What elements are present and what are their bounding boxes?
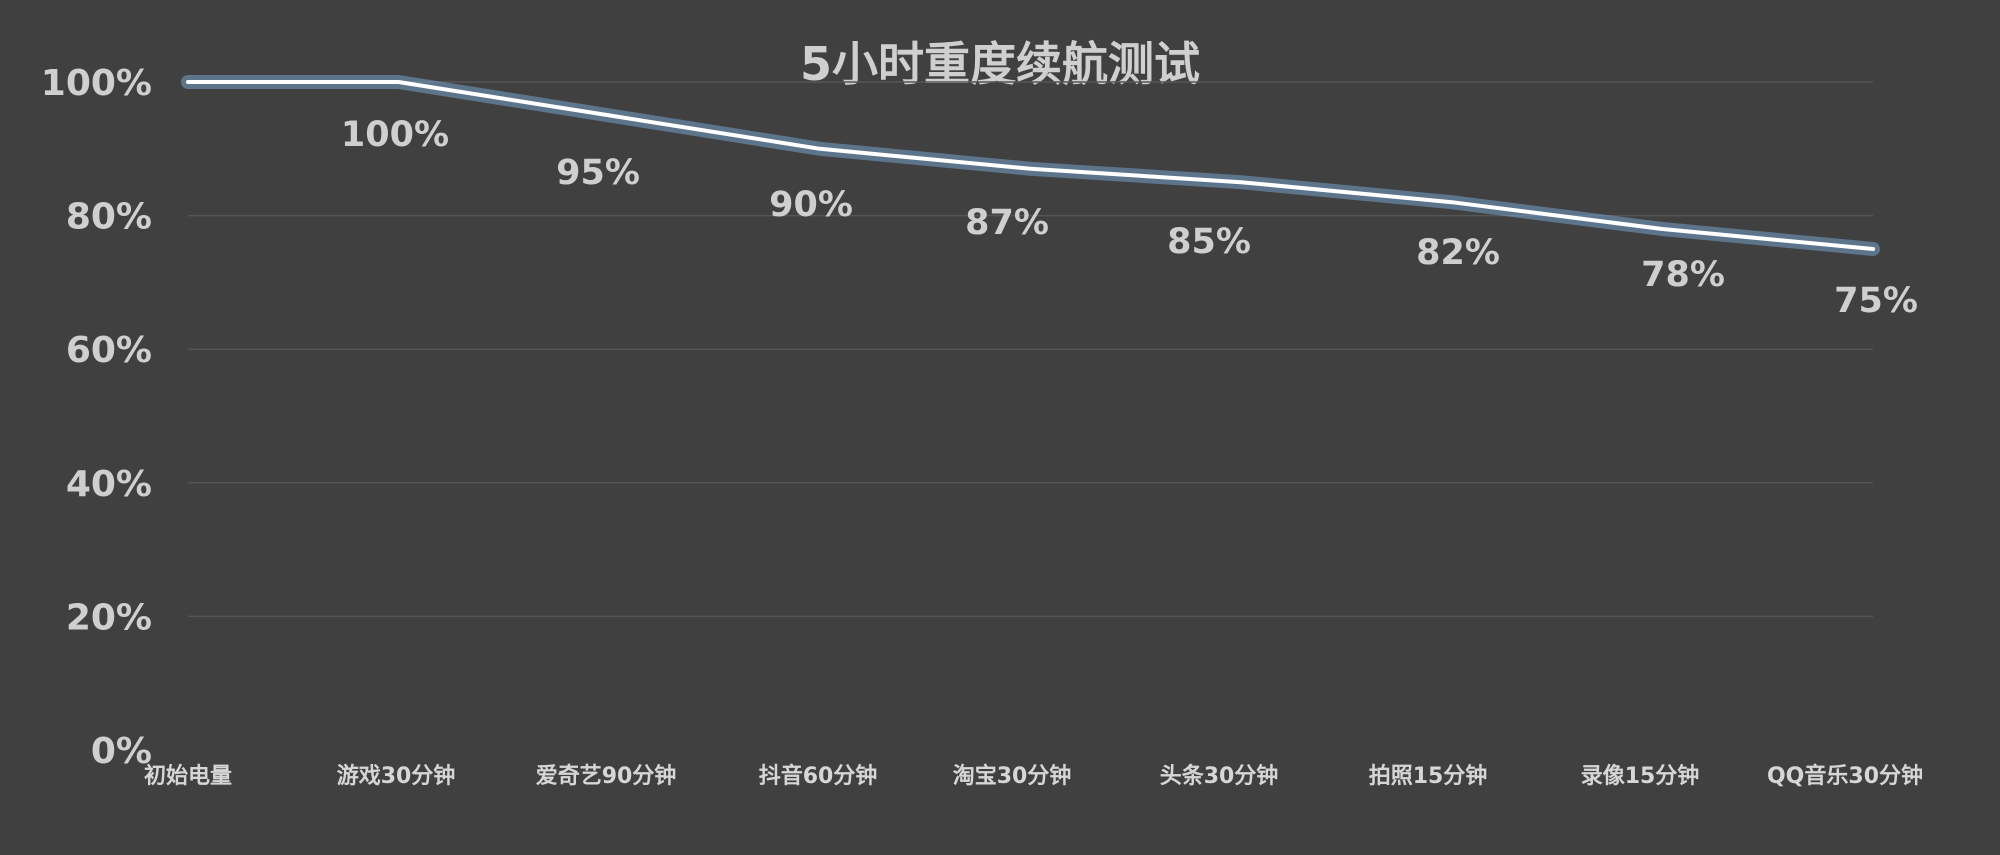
data-labels: 100% 95% 90% 87% 85% 82% 78% 75% [341,115,1918,321]
y-tick-label: 40% [66,464,152,505]
data-label: 87% [965,203,1049,243]
x-axis-ticks: 初始电量 游戏30分钟 爱奇艺90分钟 抖音60分钟 淘宝30分钟 头条30分钟 拍照15分… [144,763,1923,789]
y-tick-label: 80% [66,197,152,238]
chart-title: 5小时重度续航测试 [800,37,1200,91]
y-tick-label: 60% [66,330,152,371]
x-tick-label: 抖音60分钟 [759,763,878,789]
y-axis-ticks: 0% 20% 40% 60% 80% 100% [41,63,152,772]
data-label: 95% [556,153,640,193]
data-label: 82% [1416,233,1500,273]
data-label: 78% [1641,255,1725,295]
data-label: 100% [341,115,449,155]
gridlines [188,81,1873,618]
data-label: 85% [1167,222,1251,262]
x-tick-label: 爱奇艺90分钟 [536,763,677,789]
x-tick-label: 录像15分钟 [1581,763,1700,789]
y-tick-label: 0% [91,731,152,772]
series-line [186,80,1875,251]
x-tick-label: 游戏30分钟 [337,763,456,789]
data-label: 90% [769,185,853,225]
x-tick-label: 淘宝30分钟 [953,763,1072,789]
data-label: 75% [1834,281,1918,321]
x-tick-label: 拍照15分钟 [1369,763,1488,789]
x-tick-label: 初始电量 [144,763,232,789]
y-tick-label: 100% [41,63,152,104]
x-tick-label: 头条30分钟 [1160,763,1279,789]
y-tick-label: 20% [66,597,152,638]
series [181,75,1880,256]
x-tick-label: QQ音乐30分钟 [1767,763,1923,789]
